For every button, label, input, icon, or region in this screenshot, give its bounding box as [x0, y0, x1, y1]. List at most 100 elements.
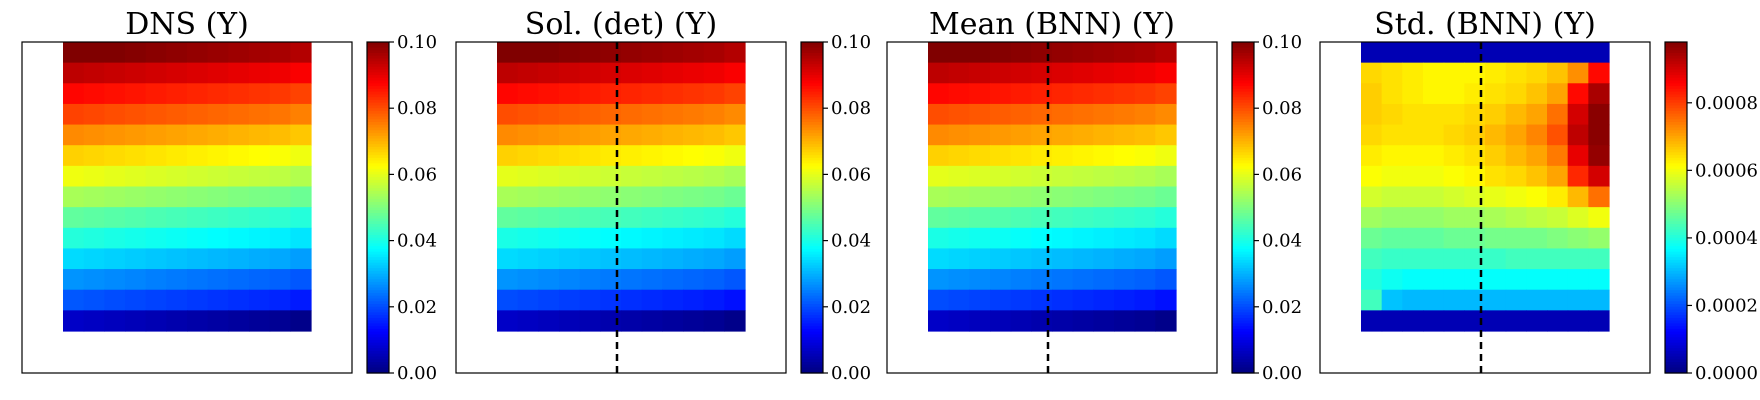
heatmap-cell	[269, 145, 291, 167]
heatmap-cell	[1547, 310, 1569, 332]
heatmap-cell	[1093, 103, 1115, 126]
heatmap-cell	[125, 269, 147, 291]
colorbar-segment	[367, 265, 389, 269]
heatmap-cell	[1567, 186, 1589, 208]
colorbar-segment	[367, 215, 389, 220]
heatmap-cell	[1588, 269, 1610, 291]
colorbar-segment	[367, 47, 389, 51]
heatmap-cell	[290, 248, 312, 270]
heatmap-cell	[1505, 227, 1527, 250]
heatmap-cell	[228, 269, 250, 291]
axes-frame	[21, 41, 353, 374]
heatmap-cell	[724, 269, 746, 291]
colorbar-segment	[1665, 215, 1687, 220]
heatmap-cell	[928, 145, 950, 167]
colorbar-segment	[1665, 298, 1687, 302]
heatmap-cell	[497, 42, 519, 64]
heatmap-cell	[290, 103, 312, 126]
heatmap-cell	[1464, 83, 1486, 105]
heatmap-cell	[1381, 103, 1403, 126]
heatmap-cell	[683, 42, 705, 64]
colorbar-segment	[801, 235, 823, 239]
heatmap-cell	[249, 83, 271, 105]
colorbar-segment	[801, 121, 823, 126]
heatmap-cell	[1402, 269, 1424, 291]
colorbar-segment	[1232, 55, 1254, 60]
colorbar-segment	[367, 359, 389, 363]
heatmap-cell	[990, 207, 1012, 229]
colorbar-segment	[801, 42, 823, 46]
colorbar-segment	[801, 304, 823, 308]
heatmap-cell	[125, 310, 147, 332]
colorbar-segment	[1665, 284, 1687, 289]
colorbar-segment	[801, 146, 823, 151]
colorbar-segment	[1232, 298, 1254, 302]
heatmap-cell	[1402, 42, 1424, 64]
colorbar-segment	[1665, 110, 1687, 115]
colorbar-segment	[801, 201, 823, 206]
colorbar-segment	[1665, 53, 1687, 57]
colorbar-segment	[1665, 265, 1687, 269]
heatmap-cell	[1505, 289, 1527, 311]
heatmap-cell	[948, 165, 970, 188]
heatmap-cell	[641, 62, 663, 84]
colorbar-segment	[1232, 221, 1254, 225]
colorbar-segment	[1232, 317, 1254, 322]
colorbar-segment	[1665, 251, 1687, 255]
heatmap-cell	[1443, 103, 1465, 126]
heatmap-cell	[517, 207, 539, 229]
heatmap-cell	[1505, 83, 1527, 105]
heatmap-cell	[249, 42, 271, 64]
colorbar-segment	[801, 66, 823, 71]
heatmap-cell	[1423, 269, 1445, 291]
colorbar-segment	[367, 218, 389, 222]
colorbar-segment	[367, 221, 389, 225]
colorbar-frame	[1664, 41, 1688, 374]
heatmap-cell	[187, 310, 209, 332]
heatmap-cell	[228, 186, 250, 208]
heatmap-cell	[145, 310, 167, 332]
heatmap-cell	[125, 248, 147, 270]
heatmap-cell	[83, 207, 105, 229]
colorbar-segment	[801, 309, 823, 313]
colorbar-segment	[367, 44, 389, 49]
heatmap-cell	[1134, 207, 1156, 229]
heatmap-cell	[1072, 124, 1094, 146]
heatmap-cell	[1567, 103, 1589, 126]
heatmap-cell	[928, 83, 950, 105]
colorbar-segment	[801, 243, 823, 247]
heatmap-cell	[1547, 269, 1569, 291]
colorbar-segment	[801, 199, 823, 203]
colorbar-segment	[1665, 353, 1687, 358]
heatmap-cell	[559, 42, 581, 64]
heatmap-cell	[1505, 103, 1527, 126]
colorbar-segment	[367, 309, 389, 313]
colorbar-segment	[801, 251, 823, 255]
colorbar-segment	[1232, 276, 1254, 280]
colorbar-segment	[1665, 190, 1687, 195]
heatmap-cell	[228, 207, 250, 229]
heatmap-cell	[63, 269, 85, 291]
colorbar-tick-label: 0.0008	[1695, 93, 1758, 114]
colorbar-segment	[367, 342, 389, 347]
heatmap-cell	[1505, 42, 1527, 64]
colorbar-segment	[1232, 215, 1254, 220]
heatmap-cell	[1381, 62, 1403, 84]
colorbar-segment	[801, 64, 823, 68]
colorbar-segment	[801, 326, 823, 330]
colorbar-segment	[1232, 287, 1254, 291]
colorbar-segment	[1232, 204, 1254, 209]
colorbar-segment	[1665, 174, 1687, 178]
heatmap-cell	[1361, 248, 1383, 270]
heatmap-cell	[1402, 124, 1424, 146]
heatmap-cell	[125, 124, 147, 146]
colorbar-segment	[1665, 66, 1687, 71]
heatmap-cell	[538, 289, 560, 311]
heatmap-cell	[1402, 62, 1424, 84]
colorbar-segment	[1232, 127, 1254, 131]
heatmap-cell	[683, 227, 705, 250]
heatmap-cell	[497, 227, 519, 250]
colorbar-segment	[367, 353, 389, 358]
heatmap-cell	[517, 310, 539, 332]
